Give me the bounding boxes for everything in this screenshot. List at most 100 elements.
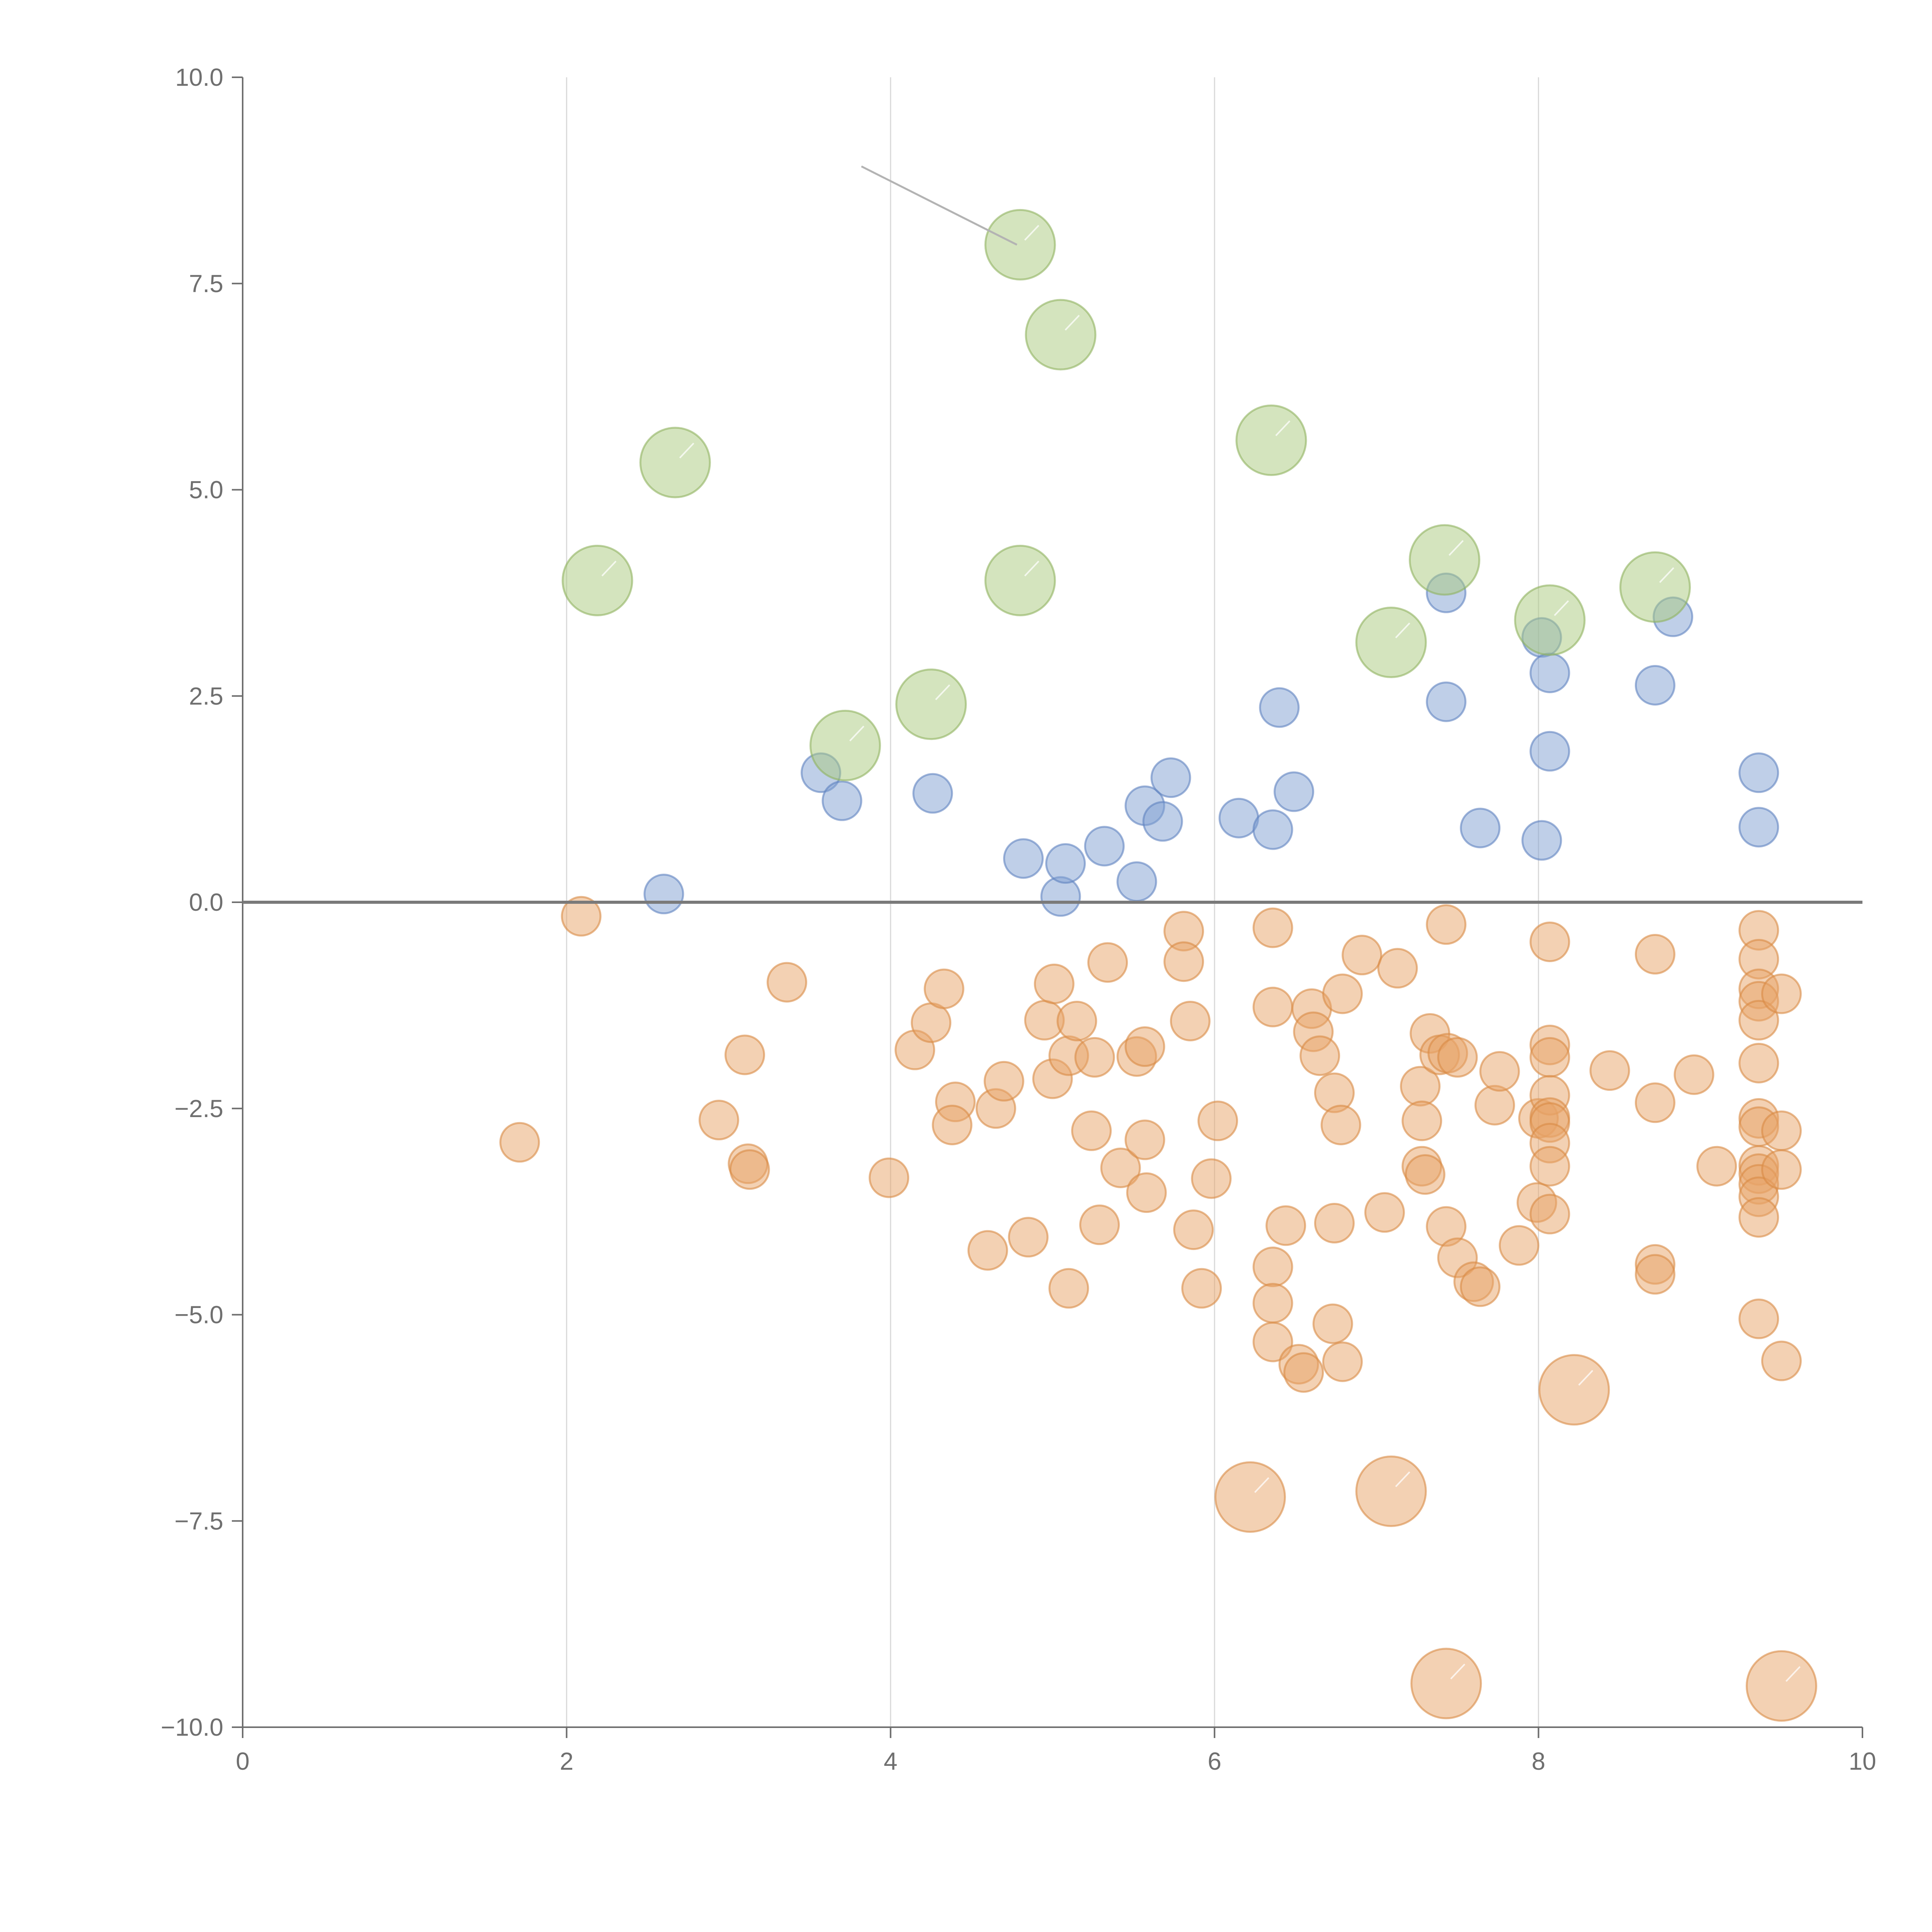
point-highlight — [1395, 622, 1410, 638]
point-large-green — [1355, 606, 1427, 678]
point-small-orange — [1181, 1268, 1222, 1309]
point-large-green — [1619, 551, 1691, 623]
point-small-orange — [724, 1034, 765, 1075]
point-large-orange — [1214, 1461, 1286, 1533]
point-small-orange — [1673, 1054, 1714, 1095]
point-small-blue — [1003, 838, 1044, 879]
point-small-orange — [1738, 1043, 1779, 1083]
point-small-orange — [983, 1061, 1024, 1102]
point-small-orange — [1087, 942, 1128, 983]
x-tick-label: 6 — [1208, 1747, 1221, 1775]
point-highlight — [1254, 1477, 1269, 1493]
point-small-blue — [1529, 652, 1570, 693]
point-small-blue — [1142, 801, 1183, 842]
point-large-green — [809, 709, 881, 781]
point-small-orange — [1124, 1026, 1165, 1067]
point-small-orange — [1071, 1110, 1112, 1151]
point-small-blue — [1116, 861, 1157, 902]
point-small-orange — [1738, 1197, 1779, 1238]
point-small-orange — [1034, 963, 1075, 1004]
point-large-orange — [1538, 1354, 1610, 1426]
series-large-orange — [1214, 1354, 1817, 1722]
point-small-orange — [1761, 1149, 1802, 1190]
point-highlight — [1024, 560, 1039, 577]
point-highlight — [1785, 1666, 1801, 1682]
point-small-orange — [1437, 1037, 1478, 1078]
point-small-blue — [1274, 771, 1315, 812]
y-axis-ticks: 10.0 7.5 5.0 2.5 0.0 −2.5 −5.0 −7.5 −10.0 — [161, 63, 243, 1741]
point-highlight — [1275, 420, 1291, 436]
point-small-orange — [1283, 1352, 1324, 1393]
point-small-blue — [1150, 757, 1191, 798]
point-small-orange — [1252, 907, 1293, 948]
point-small-orange — [1312, 1303, 1353, 1344]
point-small-blue — [1460, 808, 1501, 849]
leader-line — [861, 165, 1017, 246]
point-small-orange — [1634, 1254, 1675, 1295]
point-small-orange — [1529, 1037, 1570, 1078]
x-tick-label: 4 — [884, 1747, 898, 1775]
point-small-blue — [1738, 807, 1779, 848]
point-small-orange — [1342, 935, 1383, 976]
point-small-orange — [1460, 1266, 1501, 1307]
point-small-orange — [1634, 1082, 1675, 1123]
point-small-orange — [1320, 1104, 1361, 1145]
y-tick-label: 2.5 — [189, 682, 223, 710]
point-small-blue — [1252, 809, 1293, 850]
point-small-orange — [1589, 1050, 1630, 1091]
point-large-green — [1408, 524, 1480, 596]
point-small-orange — [1761, 1110, 1802, 1151]
point-highlight — [1449, 540, 1464, 556]
x-tick-label: 8 — [1532, 1747, 1546, 1775]
point-small-orange — [1761, 1340, 1802, 1381]
point-highlight — [1450, 1663, 1466, 1680]
point-small-orange — [1498, 1225, 1539, 1266]
point-small-orange — [967, 1230, 1008, 1271]
point-small-orange — [1377, 948, 1418, 989]
point-small-orange — [1529, 1146, 1570, 1187]
point-highlight — [1065, 315, 1080, 331]
point-small-orange — [1252, 1283, 1293, 1324]
point-highlight — [1395, 1471, 1410, 1487]
point-small-orange — [561, 896, 602, 937]
point-small-orange — [1634, 934, 1675, 975]
point-small-orange — [1191, 1158, 1232, 1199]
point-small-orange — [1252, 1247, 1293, 1287]
point-small-orange — [767, 962, 808, 1003]
point-small-blue — [1045, 843, 1086, 884]
point-small-orange — [1322, 973, 1363, 1014]
point-small-orange — [1761, 973, 1802, 1014]
point-small-orange — [1314, 1203, 1355, 1244]
annotations — [861, 165, 1017, 246]
point-large-green — [984, 544, 1056, 616]
point-small-blue — [1634, 665, 1675, 706]
y-tick-label: 0.0 — [189, 888, 223, 916]
point-large-green — [1235, 404, 1307, 476]
x-tick-label: 10 — [1849, 1747, 1876, 1775]
point-small-blue — [821, 780, 862, 821]
point-large-green — [561, 544, 633, 616]
series-small-blue — [643, 572, 1779, 917]
point-highlight — [1554, 600, 1569, 616]
point-small-blue — [1529, 731, 1570, 772]
series-small-orange — [499, 896, 1802, 1393]
point-small-orange — [1126, 1172, 1167, 1213]
point-small-orange — [1405, 1154, 1446, 1195]
point-small-orange — [1074, 1037, 1115, 1078]
point-small-blue — [1426, 681, 1467, 722]
point-large-green — [639, 427, 711, 498]
point-small-orange — [698, 1100, 739, 1141]
point-highlight — [1024, 225, 1039, 241]
x-tick-label: 2 — [560, 1747, 574, 1775]
point-small-orange — [1252, 1321, 1293, 1362]
point-small-orange — [1124, 1119, 1165, 1160]
point-small-orange — [1079, 1204, 1120, 1245]
point-small-blue — [1218, 798, 1259, 838]
point-large-orange — [1745, 1650, 1817, 1722]
point-highlight — [679, 442, 694, 459]
point-large-orange — [1410, 1648, 1482, 1719]
point-small-orange — [923, 968, 964, 1009]
point-small-orange — [1008, 1217, 1049, 1258]
